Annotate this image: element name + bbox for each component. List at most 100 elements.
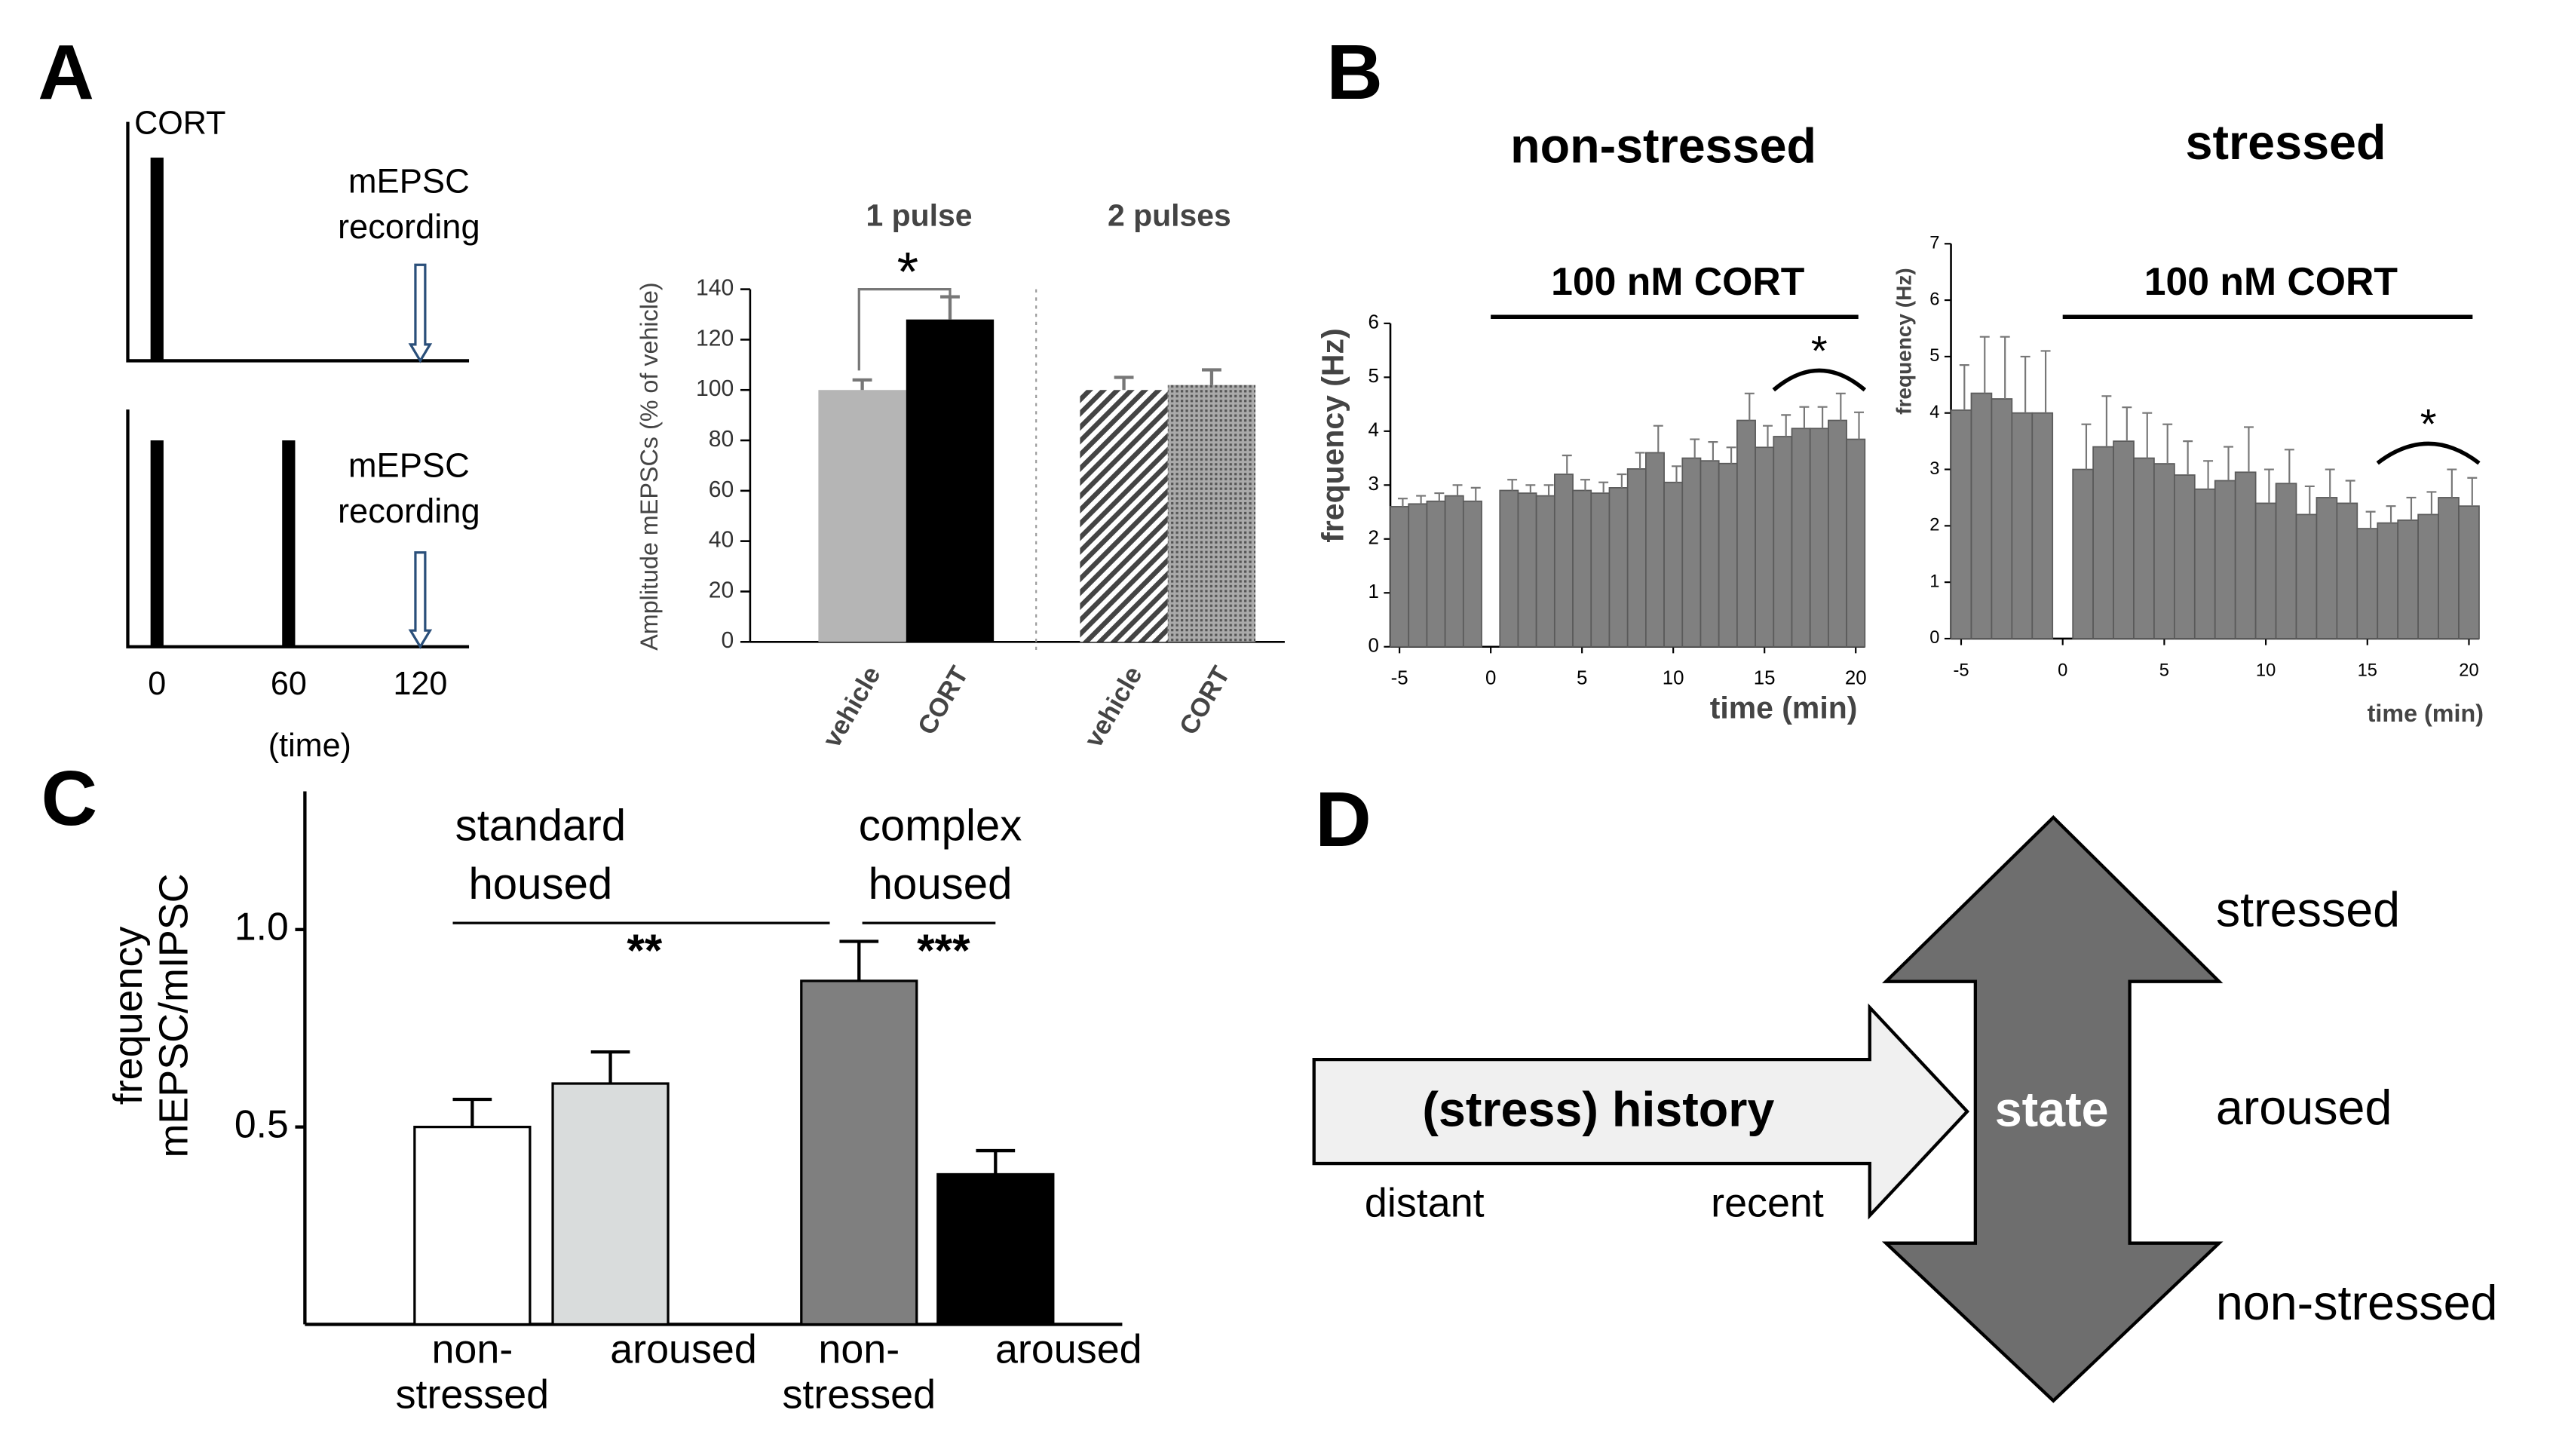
bar: [2438, 497, 2460, 639]
bar: [1755, 446, 1775, 648]
y-axis-label: frequency (Hz): [1893, 268, 1916, 414]
bar: [2214, 480, 2236, 639]
bar: [1408, 503, 1428, 648]
recording-label: mEPSC: [348, 446, 470, 485]
group-label: 2 pulses: [1108, 198, 1231, 233]
bar: [1663, 481, 1684, 648]
error-bar: [1452, 484, 1463, 496]
bar: [2234, 471, 2257, 639]
significance-arc: [1772, 368, 1867, 392]
error-bar: [2081, 423, 2092, 470]
bar: [1080, 390, 1168, 642]
error-bar: [976, 1148, 1016, 1175]
bar: [1828, 419, 1847, 648]
bar: [1773, 436, 1793, 648]
error-bar: [1690, 438, 1700, 458]
x-axis-label: time (min): [2368, 700, 2484, 727]
y-axis-label: mEPSC/mIPSC: [151, 873, 196, 1157]
error-bar: [2426, 491, 2437, 515]
bar: [2193, 488, 2216, 639]
significance-label: ***: [917, 924, 970, 976]
pulse-label: CORT: [134, 105, 225, 141]
error-bar: [2122, 406, 2132, 442]
error-bar: [2406, 496, 2417, 520]
error-bar: [2142, 412, 2153, 458]
x-tick-label: non-: [431, 1326, 513, 1372]
y-tick-label: 2: [1368, 528, 1379, 549]
y-tick-label: 0: [722, 628, 734, 653]
bar: [1718, 462, 1738, 648]
y-tick-label: 1.0: [234, 904, 289, 948]
error-bar: [1799, 406, 1810, 429]
x-tick-label: aroused: [995, 1326, 1142, 1372]
bar: [1444, 495, 1464, 648]
error-bar: [452, 1097, 492, 1127]
y-tick-label: 5: [1368, 366, 1379, 387]
bar: [2011, 412, 2034, 639]
y-tick-label: 3: [1368, 474, 1379, 495]
error-bar: [1959, 364, 1969, 410]
error-bar: [2365, 510, 2376, 529]
bar: [551, 1082, 670, 1326]
state-arrow: [1881, 815, 2224, 1403]
error-bar: [1202, 368, 1221, 385]
error-bar: [2020, 355, 2030, 413]
y-tick-label: 140: [696, 276, 734, 301]
error-bar: [1635, 452, 1645, 469]
group-label: housed: [869, 860, 1013, 909]
bar: [1699, 460, 1720, 648]
bar: [2336, 502, 2358, 639]
error-bar: [1672, 465, 1681, 483]
bar: [1736, 419, 1756, 648]
error-bar: [1507, 479, 1518, 491]
bar: [1608, 487, 1629, 648]
bar: [2254, 502, 2277, 639]
significance-bracket: [857, 287, 952, 371]
bar: [1645, 452, 1665, 648]
bar: [1553, 474, 1574, 648]
error-bar: [2304, 485, 2315, 515]
x-tick-label: aroused: [610, 1326, 757, 1372]
y-tick-label: 0: [1929, 628, 1939, 648]
bar: [2316, 497, 2338, 639]
group-label: housed: [468, 860, 612, 909]
significance-arc: [2376, 441, 2481, 465]
time-tick-label: 0: [148, 666, 166, 702]
error-bar: [2203, 460, 2214, 489]
panel-label: B: [1326, 28, 1383, 115]
recording-label: recording: [338, 492, 480, 530]
x-tick-label: stressed: [396, 1372, 550, 1418]
y-tick-label: 40: [709, 528, 734, 553]
group-label: standard: [455, 801, 626, 850]
y-tick-label: 6: [1368, 312, 1379, 333]
x-tick-label: vehicle: [1079, 661, 1148, 752]
x-tick-label: -5: [1953, 661, 1969, 680]
y-tick-label: 100: [696, 376, 734, 401]
bar: [2031, 412, 2054, 639]
bar: [2174, 474, 2196, 639]
bar: [1970, 392, 1993, 639]
bar: [2113, 440, 2135, 639]
error-bar: [2386, 505, 2396, 523]
bar: [2295, 513, 2318, 639]
error-bar: [1617, 473, 1627, 488]
x-tick-label: -5: [1391, 668, 1408, 689]
error-bar: [1817, 406, 1828, 429]
bar: [1590, 492, 1611, 648]
bar: [1535, 495, 1555, 648]
error-bar: [1434, 492, 1445, 501]
error-bar: [839, 940, 879, 981]
error-bar: [1114, 375, 1134, 391]
y-tick-label: 3: [1929, 459, 1939, 479]
bar: [1426, 500, 1446, 648]
pulse: [282, 440, 296, 647]
error-bar: [2325, 468, 2335, 498]
bar: [1846, 438, 1866, 648]
bar: [1167, 385, 1256, 642]
axis: [126, 409, 470, 648]
bar: [936, 1172, 1055, 1326]
y-tick-label: 1: [1929, 572, 1939, 591]
error-bar: [1726, 446, 1736, 464]
history-label: (stress) history: [1422, 1081, 1774, 1136]
